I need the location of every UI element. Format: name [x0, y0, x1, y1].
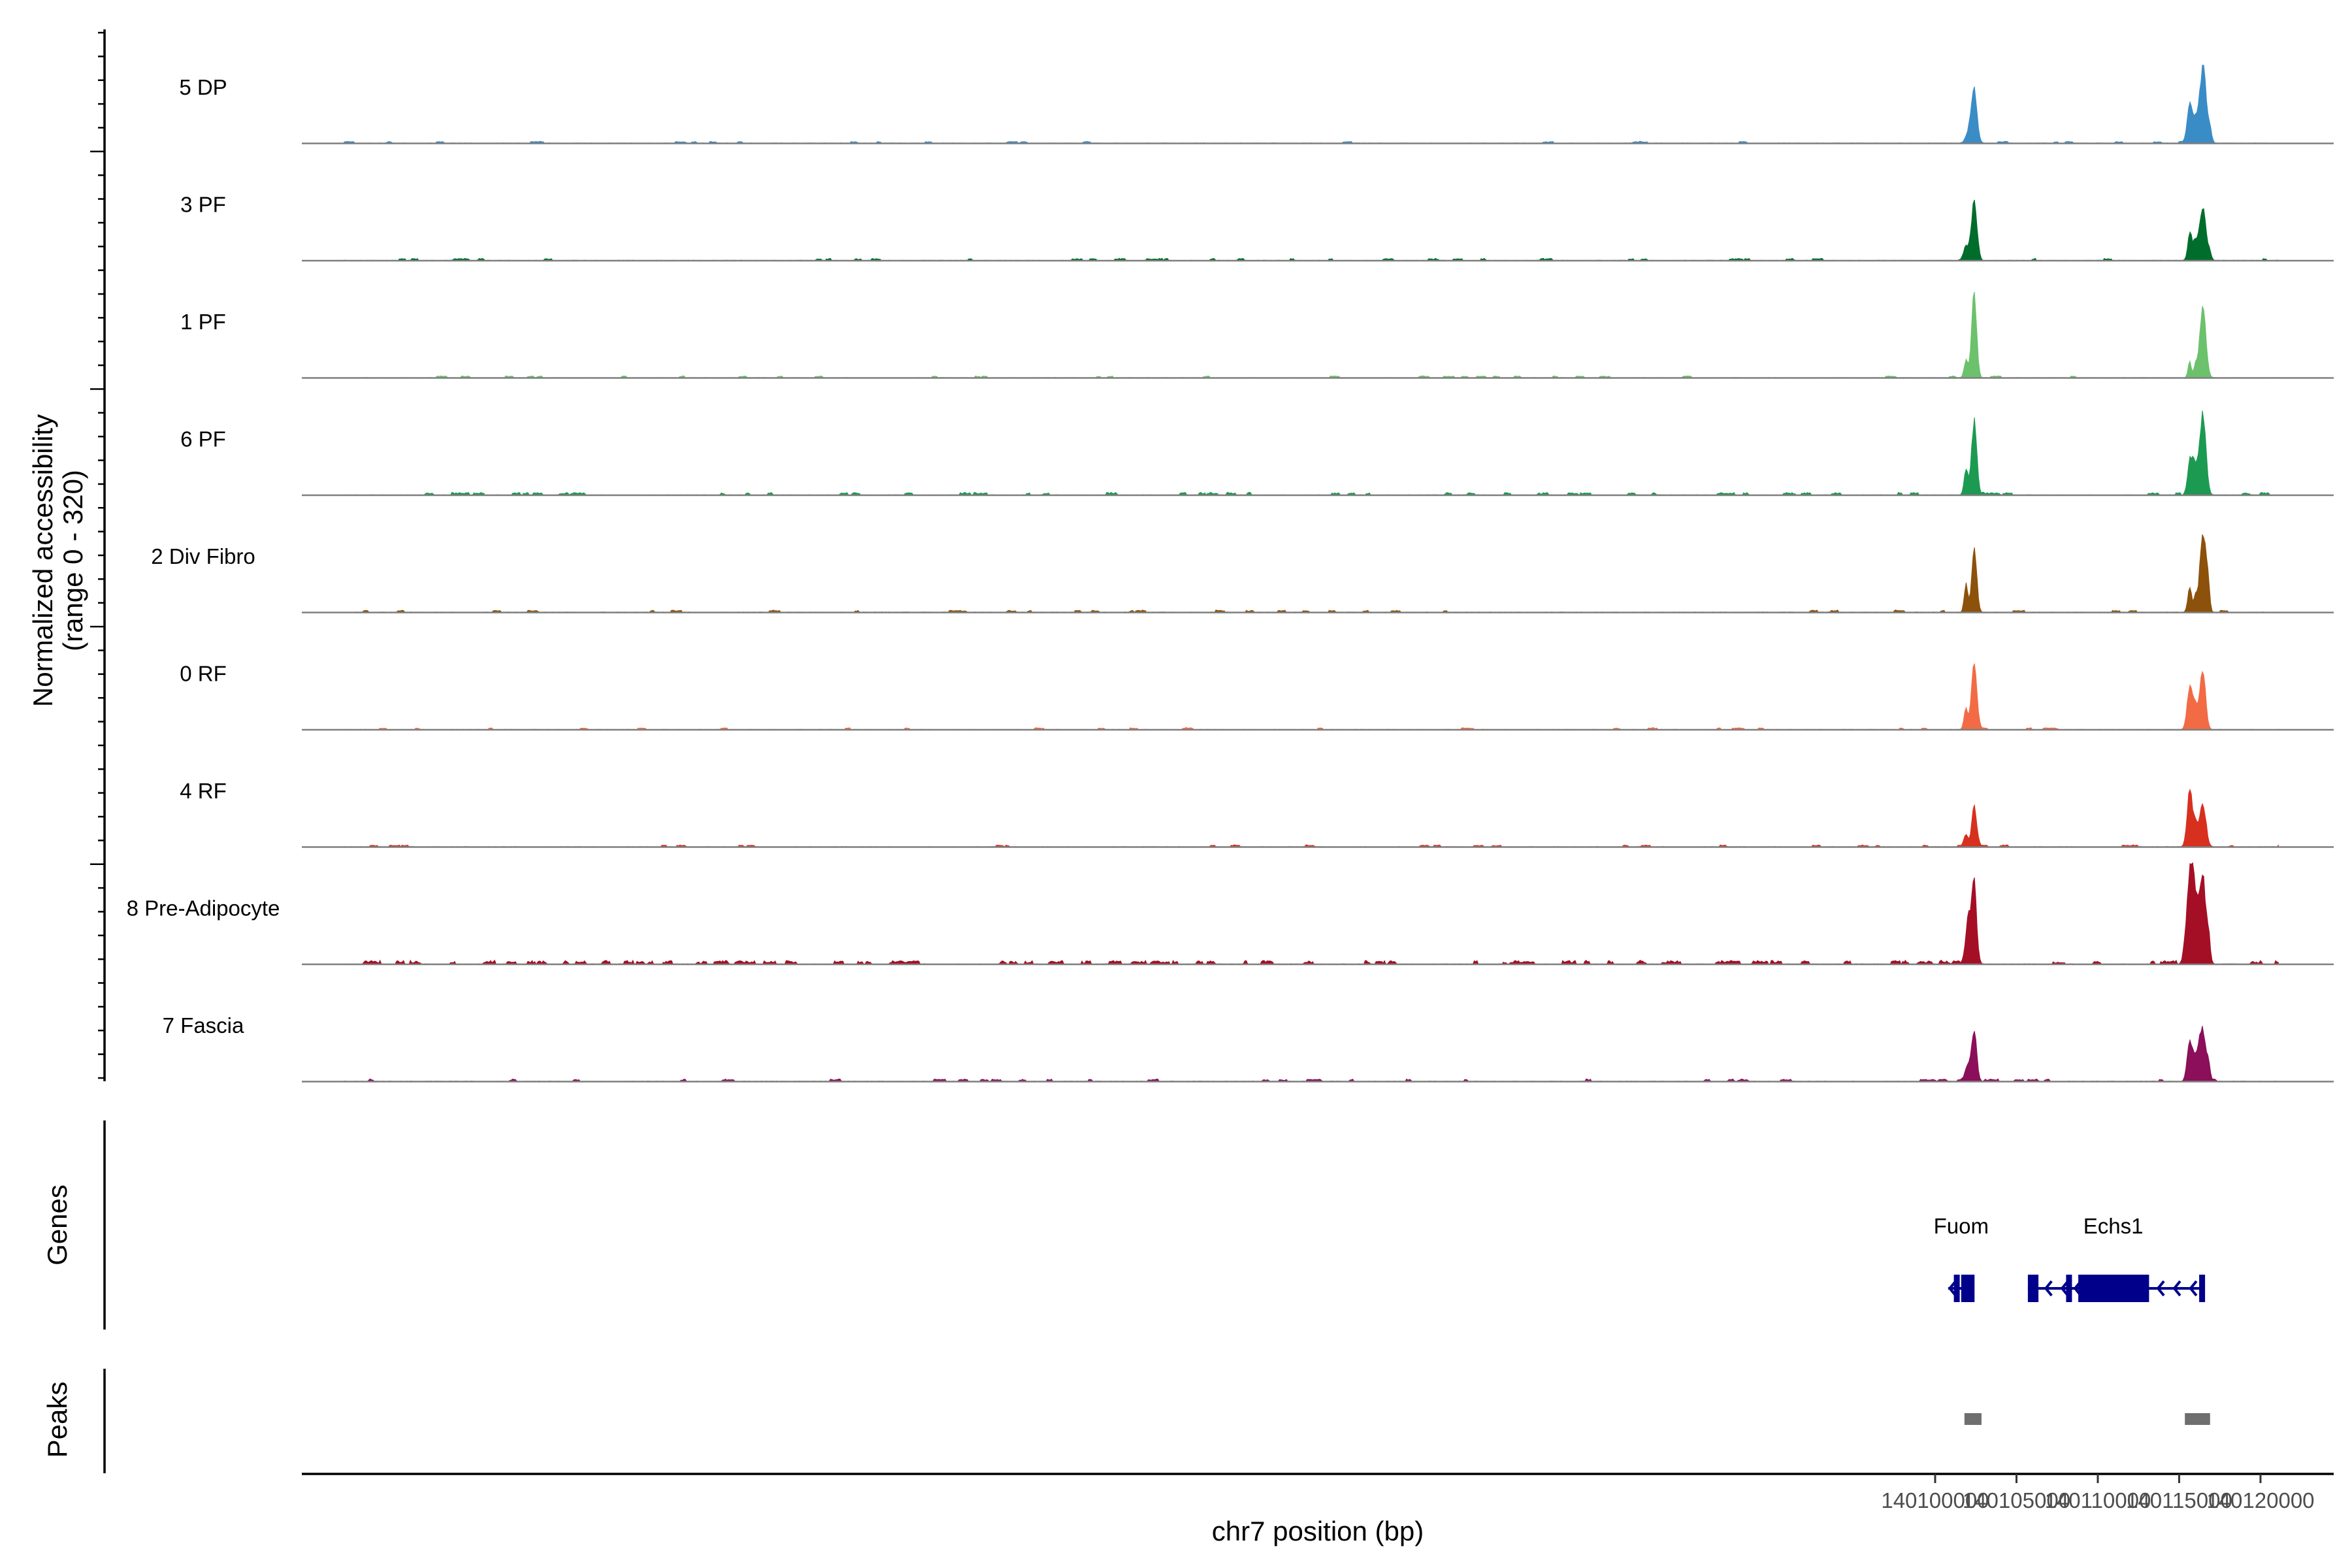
axes: 1401000001401050001401100001401150001401…: [90, 29, 2334, 1512]
peaks-track-title: Peaks: [42, 1382, 73, 1458]
gene-exon-1-0: [2027, 1275, 2039, 1302]
track-label-8: 7 Fascia: [163, 1013, 244, 1037]
gene-exon-1-1: [2066, 1275, 2072, 1302]
y-axis-title-line1: Normalized accessibility: [27, 414, 58, 707]
coverage-area-5: [344, 663, 2279, 730]
x-tick-label-2: 140110000: [2045, 1488, 2151, 1512]
track-label-2: 1 PF: [180, 310, 226, 334]
coverage-area-0: [344, 65, 2279, 144]
gene-strand-arrow-1-0: [2044, 1280, 2053, 1297]
coverage-area-3: [344, 410, 2279, 496]
gene-strand-arrow-1-1: [2060, 1280, 2069, 1297]
gene-name-0: Fuom: [1934, 1214, 1989, 1238]
track-label-3: 6 PF: [180, 427, 226, 451]
gene-name-1: Echs1: [2083, 1214, 2144, 1238]
gene-strand-arrow-0-0: [1948, 1280, 1957, 1297]
gene-exon-1-2: [2078, 1275, 2149, 1302]
peak-track: [1964, 1413, 2210, 1425]
coverage-area-6: [344, 788, 2279, 848]
coverage-area-1: [344, 199, 2279, 261]
coverage-tracks: 5 DP 3 PF 1 PF 6 PF 2 Div Fibro 0 RF 4 RF 8 Pre…: [127, 65, 2334, 1083]
peak-region-1: [2185, 1413, 2210, 1425]
gene-strand-arrow-0-1: [1961, 1280, 1970, 1297]
x-tick-label-1: 140105000: [1963, 1488, 2070, 1512]
track-label-1: 3 PF: [180, 193, 226, 217]
gene-track: Fuom Echs1: [1934, 1214, 2206, 1302]
x-tick-label-4: 140120000: [2206, 1488, 2314, 1512]
track-label-4: 2 Div Fibro: [151, 544, 255, 568]
track-label-6: 4 RF: [180, 779, 227, 803]
gene-strand-arrow-1-5: [2189, 1280, 2198, 1297]
coverage-area-2: [344, 291, 2279, 379]
track-label-5: 0 RF: [180, 662, 227, 686]
coverage-area-4: [344, 534, 2279, 613]
peak-region-0: [1964, 1413, 1982, 1425]
x-tick-label-3: 140115000: [2126, 1488, 2232, 1512]
gene-strand-arrow-1-2: [2073, 1280, 2082, 1297]
gene-exon-0-3: [1968, 1275, 1975, 1302]
track-label-7: 8 Pre-Adipocyte: [127, 896, 280, 921]
gene-strand-arrow-1-4: [2172, 1280, 2181, 1297]
x-tick-label-0: 140100000: [1881, 1488, 1989, 1512]
y-axis-title-line2: (range 0 - 320): [57, 470, 88, 651]
coverage-area-8: [344, 1026, 2279, 1083]
gene-exon-0-0: [1953, 1275, 1960, 1302]
genes-track-title: Genes: [42, 1184, 73, 1266]
x-axis-title: chr7 position (bp): [1212, 1516, 1424, 1546]
gene-strand-arrow-1-3: [2156, 1280, 2165, 1297]
track-label-0: 5 DP: [179, 75, 227, 99]
coverage-area-7: [344, 862, 2279, 966]
gene-exon-1-3: [2199, 1275, 2206, 1302]
gene-exon-0-2: [1965, 1275, 1971, 1302]
